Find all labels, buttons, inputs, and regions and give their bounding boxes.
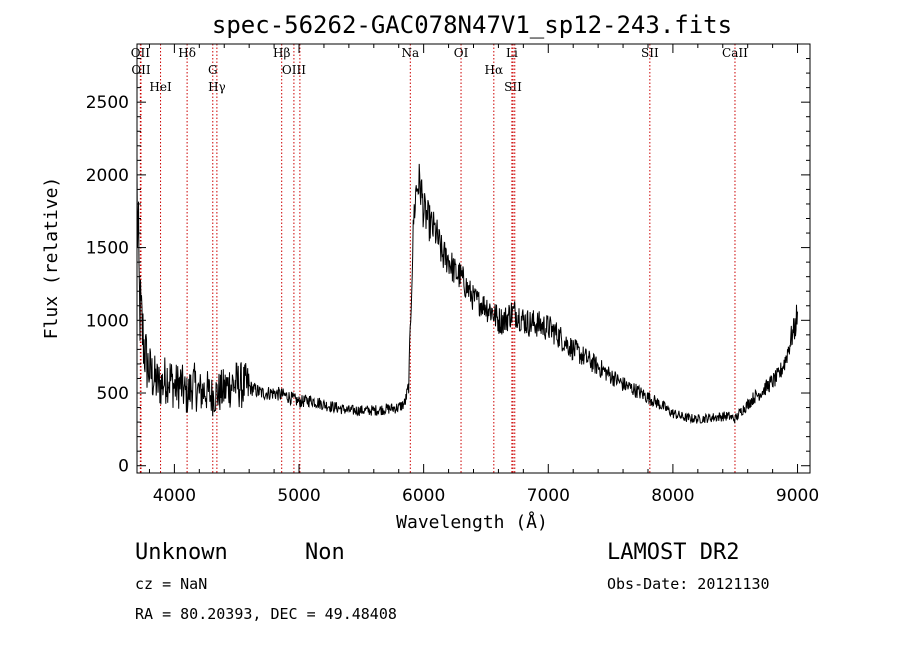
plot-frame	[136, 43, 811, 474]
line-marker-label: Li	[506, 46, 518, 60]
line-marker-label: Na	[401, 46, 419, 60]
line-marker-label: CaII	[722, 46, 748, 60]
x-tick-label: 7000	[527, 486, 570, 506]
line-marker-label: Hγ	[208, 80, 226, 94]
line-marker-label: Hβ	[273, 46, 290, 60]
line-marker-label: Hα	[485, 63, 504, 77]
object-subclass: Non	[305, 540, 345, 565]
line-marker-label: HeI	[149, 80, 172, 94]
y-tick-label: 500	[97, 384, 129, 404]
line-marker-label: OII	[131, 63, 151, 77]
line-marker-label: OII	[131, 46, 151, 60]
x-axis: 4000 5000 6000 7000 8000 9000	[148, 44, 819, 506]
line-marker-label: OI	[454, 46, 469, 60]
x-axis-label: Wavelength (Å)	[396, 511, 548, 533]
spectrum-line	[136, 163, 798, 425]
line-marker-label: G	[208, 63, 218, 77]
x-tick-label: 8000	[651, 486, 694, 506]
y-tick-label: 0	[118, 457, 129, 477]
line-marker-label: SII	[504, 80, 522, 94]
spectrum-series	[136, 163, 798, 425]
x-tick-label: 4000	[153, 486, 196, 506]
survey-name: LAMOST DR2	[607, 540, 739, 565]
line-marker-label: SII	[641, 46, 659, 60]
line-marker-label: Hδ	[178, 46, 196, 60]
coordinates: RA = 80.20393, DEC = 49.48408	[135, 605, 397, 623]
observation-date: Obs-Date: 20121130	[607, 575, 770, 593]
y-tick-label: 1500	[86, 239, 129, 259]
y-axis: 0 500 1000 1500 2000 2500	[86, 58, 810, 477]
x-tick-label: 5000	[277, 486, 320, 506]
y-tick-label: 2500	[86, 93, 129, 113]
redshift-value: cz = NaN	[135, 575, 207, 593]
chart-title: spec-56262-GAC078N47V1_sp12-243.fits	[212, 11, 732, 39]
line-marker-label: OIII	[282, 63, 306, 77]
y-axis-label: Flux (relative)	[41, 177, 62, 340]
y-tick-label: 2000	[86, 166, 129, 186]
object-class: Unknown	[135, 540, 228, 565]
y-tick-label: 1000	[86, 311, 129, 331]
x-tick-label: 9000	[776, 486, 819, 506]
x-tick-label: 6000	[402, 486, 445, 506]
